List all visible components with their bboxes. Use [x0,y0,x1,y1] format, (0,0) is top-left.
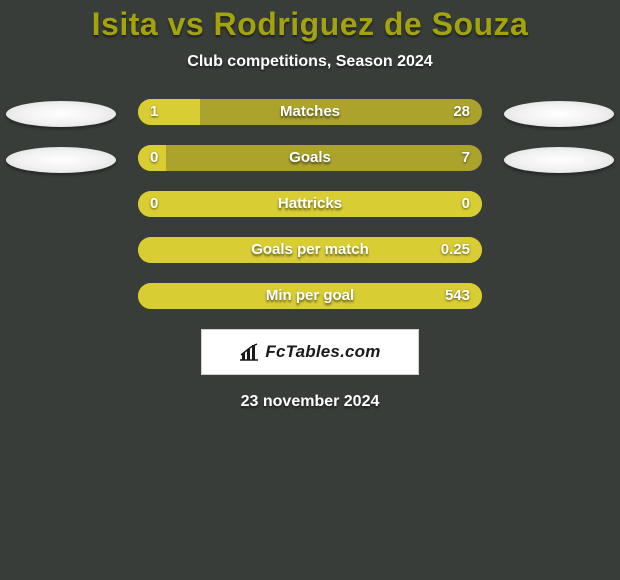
comparison-row: 543Min per goal [0,283,620,309]
brand-box[interactable]: FcTables.com [201,329,419,375]
comparison-row: 07Goals [0,145,620,171]
comparison-row: 00Hattricks [0,191,620,217]
stat-label: Goals [138,145,482,171]
footer-date: 23 november 2024 [0,393,620,411]
stat-bar: 0.25Goals per match [138,237,482,263]
stat-label: Hattricks [138,191,482,217]
comparison-row: 128Matches [0,99,620,125]
player-right-avatar [504,147,614,173]
stat-bar: 128Matches [138,99,482,125]
comparison-row: 0.25Goals per match [0,237,620,263]
brand-text: FcTables.com [265,342,380,362]
bar-chart-icon [239,343,259,361]
stat-bar: 07Goals [138,145,482,171]
player-right-avatar [504,101,614,127]
stat-label: Matches [138,99,482,125]
infographic-container: Isita vs Rodriguez de Souza Club competi… [0,0,620,411]
player-left-avatar [6,147,116,173]
page-subtitle: Club competitions, Season 2024 [0,53,620,71]
comparison-chart: 128Matches 07Goals 00Hattricks 0.25Goals pe… [0,99,620,309]
stat-bar: 00Hattricks [138,191,482,217]
stat-label: Min per goal [138,283,482,309]
player-left-avatar [6,101,116,127]
stat-label: Goals per match [138,237,482,263]
stat-bar: 543Min per goal [138,283,482,309]
page-title: Isita vs Rodriguez de Souza [0,6,620,43]
